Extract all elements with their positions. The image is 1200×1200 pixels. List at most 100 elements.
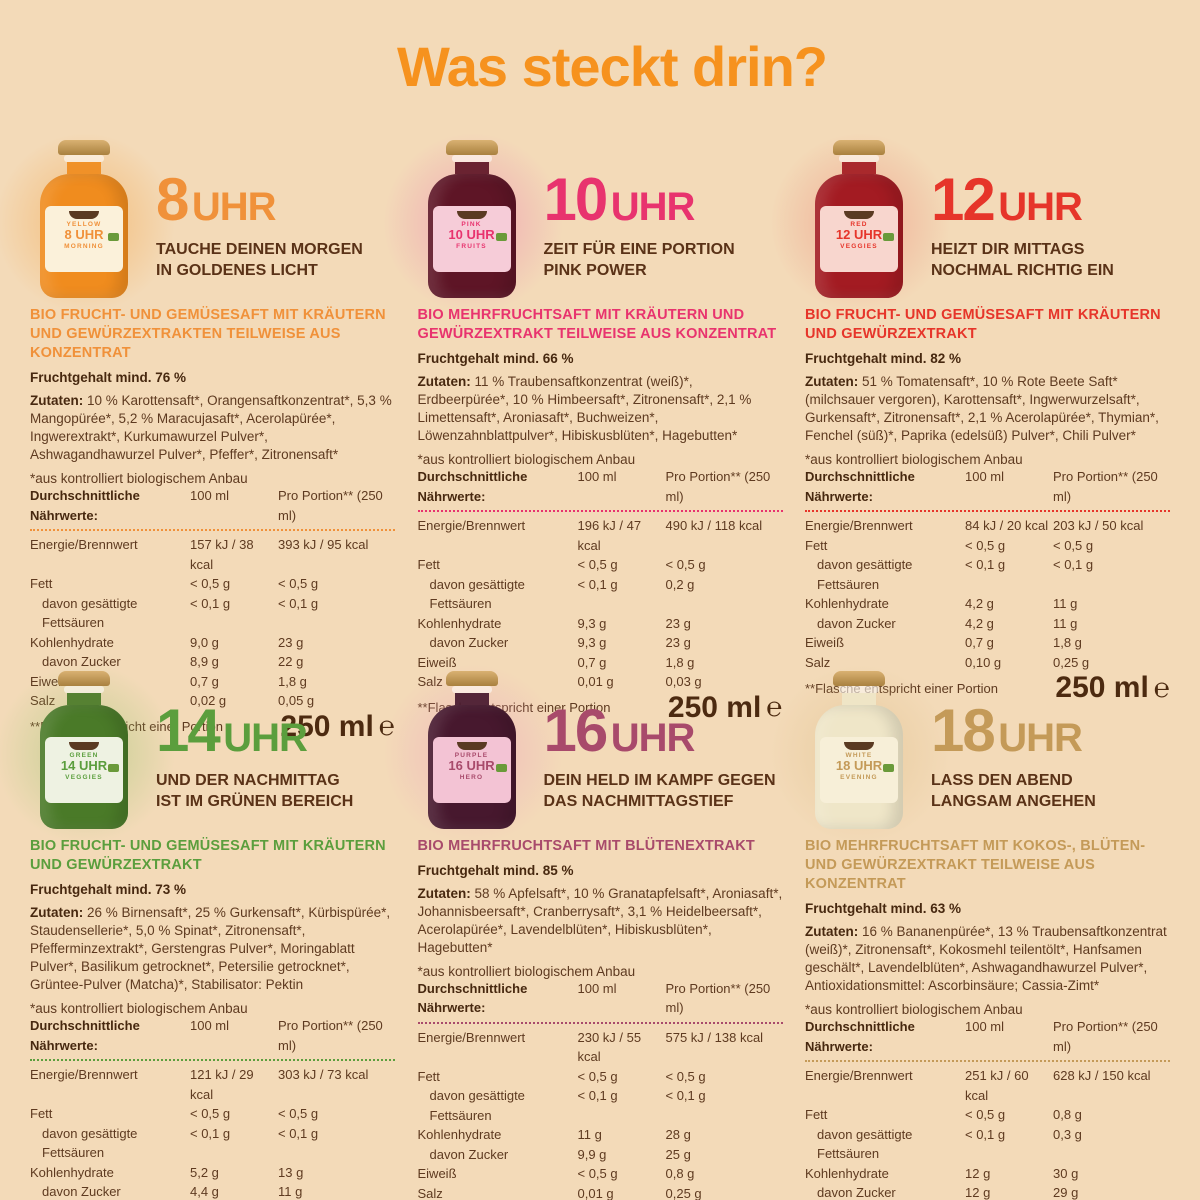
- nutrition-row-sugar: davon Zucker 4,4 g 11 g: [42, 1184, 303, 1200]
- estimated-sign-icon: ℮: [1153, 672, 1170, 703]
- bottle-neck: [454, 162, 489, 174]
- product-section: RED 12 UHR VEGGIES 12 UHR HEIZT DIR MITT…: [735, 98, 1170, 703]
- nutrition-row-sugar: davon Zucker 12 g 29 g: [817, 1185, 1079, 1200]
- nutrition-row-fat: Fett < 0,5 g < 0,5 g: [30, 576, 319, 592]
- product-title: BIO MEHRFRUCHTSAFT MIT BLÜTENEXTRAKT: [417, 838, 755, 854]
- nutrition-col-portion: Pro Portion** (250 ml): [1053, 1019, 1158, 1054]
- product-title: BIO FRUCHT- UND GEMÜSESAFT MIT KRÄUTERN …: [805, 307, 1161, 343]
- nutrition-table: Durchschnittliche Nährwerte: 100 ml Pro …: [417, 979, 783, 1200]
- nutrition-row-energy: Energie/Brennwert 121 kJ / 29 kcal 303 k…: [30, 1067, 369, 1102]
- bottle-cap: [833, 671, 885, 686]
- nutrition-header-label: Durchschnittliche Nährwerte:: [30, 488, 140, 523]
- tagline-line-1: DEIN HELD IM KAMPF GEGEN: [543, 772, 776, 789]
- nutrition-row-energy: Energie/Brennwert 251 kJ / 60 kcal 628 k…: [805, 1068, 1151, 1103]
- time-unit: UHR: [998, 185, 1083, 229]
- time-headline: 14 UHR: [156, 701, 353, 761]
- ingredients-text: 10 % Karottensaft*, Orangensaftkonzentra…: [30, 393, 392, 463]
- hero-text: 14 UHR UND DER NACHMITTAG IST IM GRÜNEN …: [156, 701, 354, 829]
- bottle-label-word: FRUITS: [456, 242, 487, 250]
- time-unit: UHR: [223, 716, 308, 760]
- bottle-image: PINK 10 UHR FRUITS: [418, 138, 526, 298]
- nutrition-row-fat: Fett < 0,5 g < 0,5 g: [805, 537, 1094, 553]
- hero-text: 16 UHR DEIN HELD IM KAMPF GEGEN DAS NACH…: [544, 701, 776, 829]
- bottle-label-word: VEGGIES: [65, 773, 103, 781]
- nutrition-row-protein: Eiweiß < 0,5 g 0,8 g: [417, 1166, 695, 1182]
- time-number: 10: [543, 166, 609, 233]
- time-number: 12: [931, 166, 996, 233]
- nutrition-row-saturated-fat: davon gesättigte Fettsäuren < 0,1 g < 0,…: [42, 595, 319, 631]
- bottle-body: PURPLE 16 UHR HERO: [427, 705, 516, 829]
- nutrition-table: Durchschnittliche Nährwerte: 100 ml Pro …: [805, 467, 1170, 703]
- bottle-body: RED 12 UHR VEGGIES: [815, 174, 903, 298]
- nutrition-row-saturated-fat: davon gesättigte Fettsäuren < 0,1 g < 0,…: [42, 1125, 319, 1161]
- nutrition-row-fat: Fett < 0,5 g < 0,5 g: [30, 1106, 319, 1122]
- ingredients-paragraph: Zutaten: 11 % Traubensaftkonzentrat (wei…: [418, 373, 783, 445]
- bottle-glow: YELLOW 8 UHR MORNING: [0, 98, 210, 348]
- bottle-cap: [58, 140, 110, 155]
- nutrition-header-row: Durchschnittliche Nährwerte: 100 ml Pro …: [417, 979, 783, 1024]
- brand-mark-icon: [69, 742, 99, 750]
- nutrition-row-carbs: Kohlenhydrate 9,3 g 23 g: [417, 615, 691, 631]
- bottle-label-color-word: RED: [850, 221, 868, 228]
- bottle-label-word: VEGGIES: [840, 242, 878, 250]
- nutrition-col-portion: Pro Portion** (250 ml): [278, 488, 383, 523]
- nutrition-row-carbs: Kohlenhydrate 9,0 g 23 g: [30, 634, 304, 650]
- bottle-glow: PINK 10 UHR FRUITS: [347, 98, 598, 348]
- bottle-label-color-word: YELLOW: [66, 221, 102, 228]
- organic-seal-icon: [108, 233, 119, 241]
- bottle-label: WHITE 18 UHR EVENING: [820, 737, 898, 803]
- time-number: 16: [543, 697, 609, 764]
- bottle-image: YELLOW 8 UHR MORNING: [30, 138, 138, 298]
- ingredients-paragraph: Zutaten: 26 % Birnensaft*, 25 % Gurkensa…: [30, 904, 395, 994]
- bottle-body: GREEN 14 UHR VEGGIES: [40, 705, 128, 829]
- nutrition-row-energy: Energie/Brennwert 157 kJ / 38 kcal 393 k…: [30, 537, 369, 572]
- bottle-glow: WHITE 18 UHR EVENING: [735, 629, 985, 879]
- tagline-line-1: ZEIT FÜR EINE PORTION: [543, 241, 735, 258]
- nutrition-row-saturated-fat: davon gesättigte Fettsäuren < 0,1 g < 0,…: [817, 557, 1094, 592]
- tagline: DEIN HELD IM KAMPF GEGEN DAS NACHMITTAGS…: [544, 771, 776, 813]
- ingredients-text: 11 % Traubensaftkonzentrat (weiß)*, Erdb…: [417, 374, 752, 444]
- tagline: HEIZT DIR MITTAGS NOCHMAL RICHTIG EIN: [931, 240, 1114, 282]
- estimated-sign-icon: ℮: [766, 692, 783, 723]
- ingredients-label: Zutaten:: [30, 905, 84, 921]
- volume-mark: 250 ml ℮: [1055, 673, 1170, 703]
- tagline-line-2: IST IM GRÜNEN BEREICH: [156, 792, 354, 810]
- time-unit: UHR: [998, 716, 1083, 760]
- nutrition-header-row: Durchschnittliche Nährwerte: 100 ml Pro …: [30, 1016, 395, 1062]
- tagline-line-2: PINK POWER: [543, 261, 647, 279]
- bottle-body: YELLOW 8 UHR MORNING: [40, 174, 128, 298]
- nutrition-col-portion: Pro Portion** (250 ml): [665, 980, 771, 1016]
- ingredients-paragraph: Zutaten: 58 % Apfelsaft*, 10 % Granatapf…: [418, 885, 783, 957]
- bottle-lip: [64, 686, 104, 693]
- bottle-label: PURPLE 16 UHR HERO: [432, 737, 511, 803]
- bottle-label-color-word: PURPLE: [454, 752, 489, 759]
- time-unit: UHR: [610, 716, 696, 760]
- ingredients-text: 16 % Bananenpürée*, 13 % Traubensaftkonz…: [805, 924, 1167, 994]
- tagline-line-2: DAS NACHMITTAGSTIEF: [543, 792, 734, 810]
- tagline-line-2: NOCHMAL RICHTIG EIN: [931, 261, 1114, 279]
- bottle-glow: GREEN 14 UHR VEGGIES: [0, 629, 210, 879]
- nutrition-row-fat: Fett < 0,5 g < 0,5 g: [417, 1068, 706, 1084]
- nutrition-col-portion: Pro Portion** (250 ml): [1053, 469, 1158, 504]
- ingredients-text: 51 % Tomatensaft*, 10 % Rote Beete Saft*…: [805, 374, 1159, 444]
- nutrition-row-salt: Salz 0,01 g 0,25 g: [417, 1185, 702, 1200]
- hero-text: 18 UHR LASS DEN ABEND LANGSAM ANGEHEN: [931, 701, 1096, 829]
- organic-seal-icon: [495, 233, 507, 241]
- tagline: ZEIT FÜR EINE PORTION PINK POWER: [544, 240, 735, 282]
- bottle-label-word: EVENING: [840, 773, 878, 781]
- hero-text: 10 UHR ZEIT FÜR EINE PORTION PINK POWER: [544, 170, 735, 298]
- bottle-neck: [67, 693, 101, 705]
- product-section: YELLOW 8 UHR MORNING 8 UHR TAUCHE DEINEN…: [0, 98, 395, 741]
- product-section: PURPLE 16 UHR HERO 16 UHR DEIN HELD IM K…: [347, 629, 783, 1200]
- bottle-label-word: HERO: [459, 773, 484, 781]
- product-section: GREEN 14 UHR VEGGIES 14 UHR UND DER NACH…: [0, 629, 395, 1199]
- bottle-cap: [445, 140, 498, 155]
- ingredients-text: 26 % Birnensaft*, 25 % Gurkensaft*, Kürb…: [30, 905, 391, 993]
- nutrition-row-sugar: davon Zucker 9,3 g 23 g: [429, 635, 691, 651]
- hero-text: 8 UHR TAUCHE DEINEN MORGEN IN GOLDENES L…: [156, 170, 363, 298]
- nutrition-row-carbs: Kohlenhydrate 12 g 30 g: [805, 1165, 1079, 1181]
- nutrition-row-energy: Energie/Brennwert 230 kJ / 55 kcal 575 k…: [417, 1029, 764, 1065]
- product-hero: PURPLE 16 UHR HERO 16 UHR DEIN HELD IM K…: [347, 629, 783, 879]
- volume-text: 250 ml: [1055, 671, 1149, 705]
